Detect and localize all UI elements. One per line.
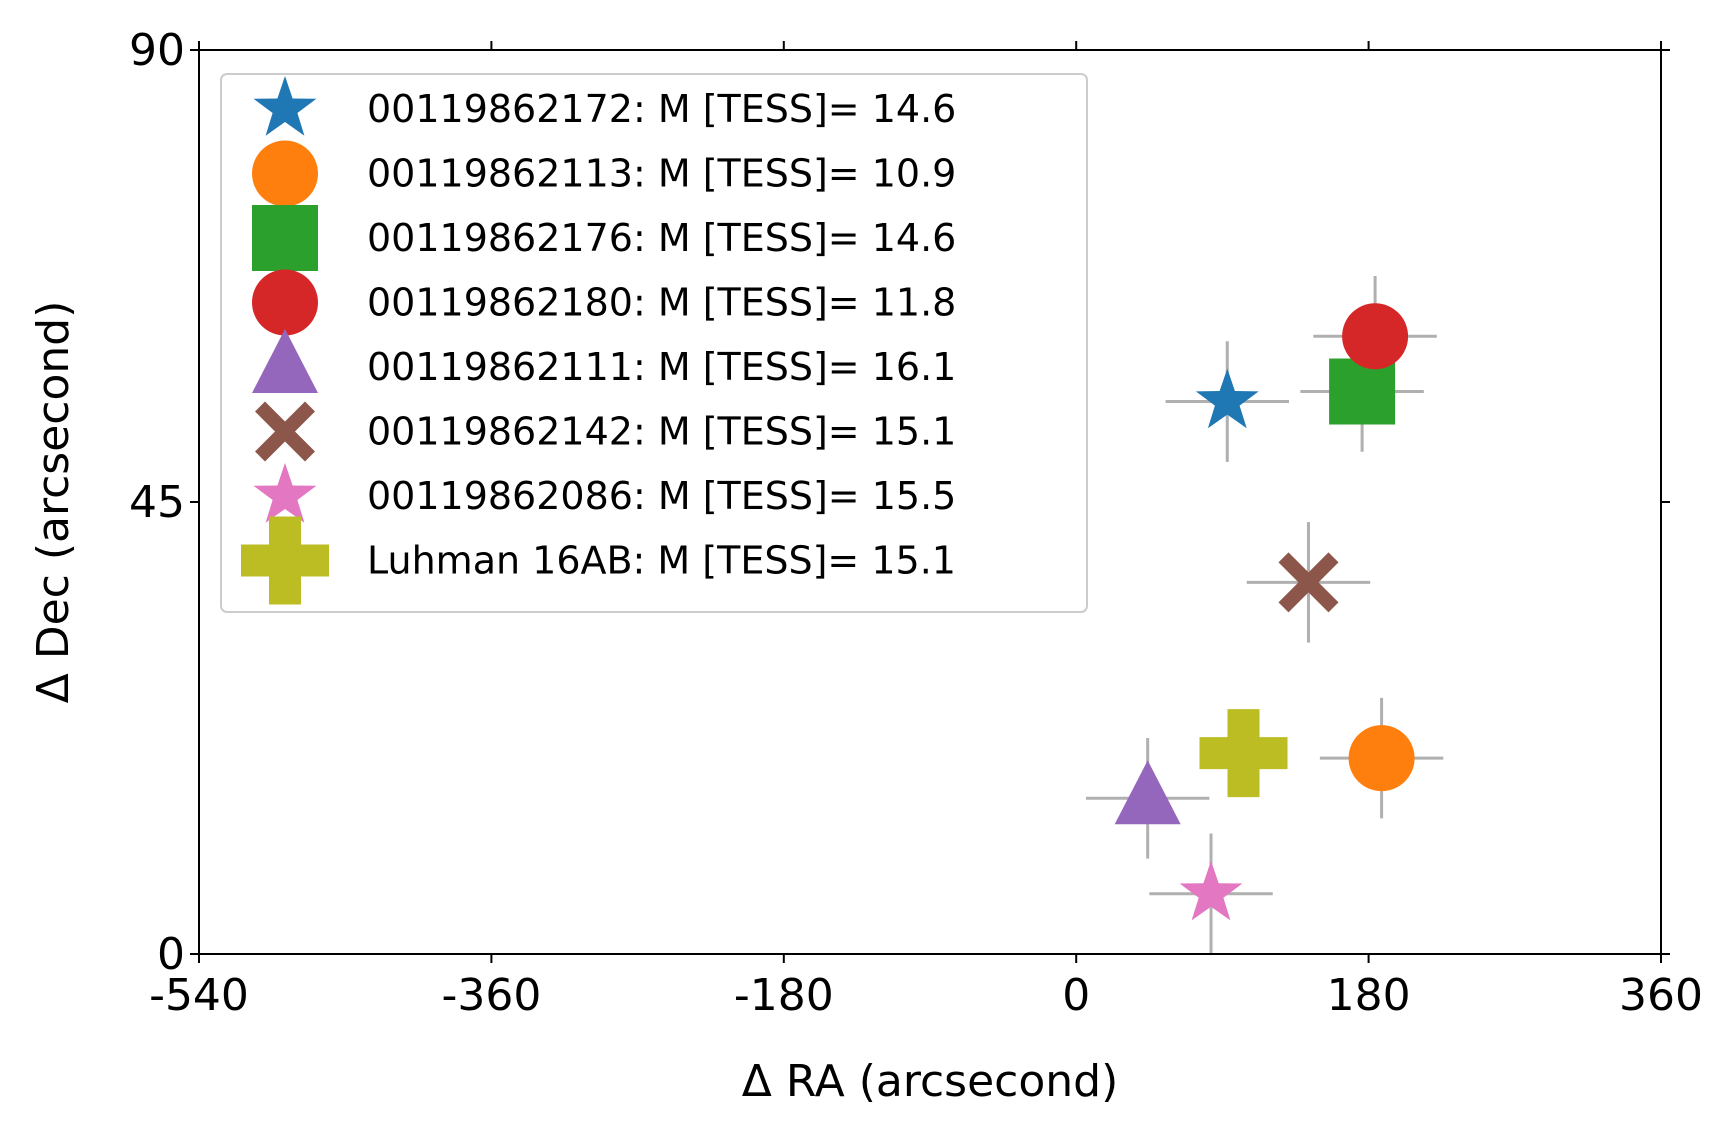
legend-label: 00119862172: M [TESS]= 14.6 bbox=[367, 87, 956, 131]
x-tick-label: 0 bbox=[1062, 970, 1090, 1021]
data-point bbox=[1329, 358, 1396, 425]
y-axis-ticks: 0 45 90 bbox=[129, 25, 1670, 980]
y-tick-label: 90 bbox=[129, 25, 185, 76]
legend-marker bbox=[241, 516, 329, 605]
data-point bbox=[1342, 303, 1409, 370]
legend-box bbox=[220, 73, 1088, 613]
data-point bbox=[1179, 860, 1243, 921]
data-point bbox=[1348, 725, 1415, 792]
legend-label: 00119862113: M [TESS]= 10.9 bbox=[367, 152, 956, 196]
legend-label: 00119862180: M [TESS]= 11.8 bbox=[367, 281, 956, 325]
legend-label: 00119862142: M [TESS]= 15.1 bbox=[367, 410, 956, 454]
legend-label: 00119862111: M [TESS]= 16.1 bbox=[367, 345, 956, 389]
x-axis-ticks: -540 -360 -180 0 180 360 bbox=[149, 41, 1703, 1021]
legend-marker bbox=[252, 329, 318, 393]
legend-marker bbox=[252, 269, 318, 336]
legend-label: 00119862086: M [TESS]= 15.5 bbox=[367, 474, 956, 518]
x-tick-label: 180 bbox=[1327, 970, 1411, 1021]
legend-marker bbox=[255, 401, 315, 462]
y-tick-label: 0 bbox=[157, 929, 185, 980]
legend-marker bbox=[252, 205, 318, 271]
y-tick-label: 45 bbox=[129, 477, 185, 528]
legend-marker bbox=[253, 463, 317, 523]
legend-label: 00119862176: M [TESS]= 14.6 bbox=[367, 216, 956, 260]
legend-marker bbox=[252, 140, 318, 207]
legend: 00119862172: M [TESS]= 14.6 00119862113: … bbox=[220, 73, 1088, 613]
data-point bbox=[1195, 368, 1259, 429]
y-axis-title: Δ Dec (arcsecond) bbox=[28, 301, 79, 704]
x-axis-title: Δ RA (arcsecond) bbox=[742, 1056, 1119, 1107]
legend-marker bbox=[253, 76, 317, 136]
x-tick-label: -540 bbox=[149, 970, 249, 1021]
x-tick-label: -180 bbox=[734, 970, 834, 1021]
x-tick-label: -360 bbox=[441, 970, 541, 1021]
data-point bbox=[1278, 552, 1339, 613]
data-point bbox=[1199, 709, 1288, 798]
data-point bbox=[1114, 760, 1181, 825]
data-markers bbox=[1114, 303, 1415, 921]
x-tick-label: 360 bbox=[1619, 970, 1703, 1021]
legend-label: Luhman 16AB: M [TESS]= 15.1 bbox=[367, 539, 956, 583]
